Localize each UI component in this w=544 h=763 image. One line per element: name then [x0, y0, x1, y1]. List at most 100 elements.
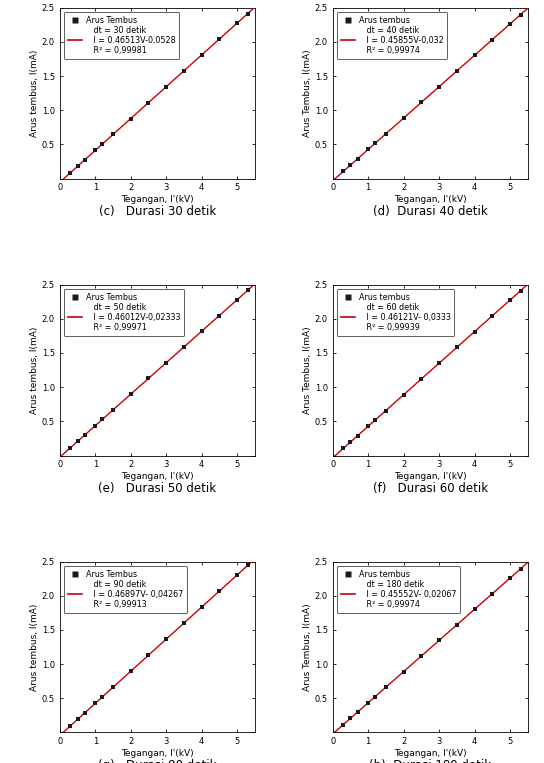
Text: (c)   Durasi 30 detik: (c) Durasi 30 detik: [98, 205, 216, 218]
Y-axis label: Arus Tembus, I(mA): Arus Tembus, I(mA): [303, 604, 312, 691]
Point: [399, 388, 408, 401]
Legend: Arus tembus,    dt = 60 detik,    I = 0.46121V- 0,0333,    R² = 0,99939: Arus tembus, dt = 60 detik, I = 0.46121V…: [337, 288, 454, 336]
Point: [91, 144, 100, 156]
Point: [162, 633, 170, 645]
Point: [66, 166, 75, 179]
Point: [162, 81, 170, 93]
Point: [364, 143, 373, 156]
Point: [470, 604, 479, 616]
Point: [81, 154, 89, 166]
Point: [353, 706, 362, 718]
Point: [81, 707, 89, 719]
Point: [243, 8, 252, 20]
Point: [371, 137, 380, 150]
Y-axis label: Arus tembus, I(mA): Arus tembus, I(mA): [30, 604, 39, 691]
Point: [197, 601, 206, 613]
Text: (h)  Durasi 180 detik: (h) Durasi 180 detik: [369, 759, 491, 763]
Point: [233, 569, 242, 581]
Point: [91, 420, 100, 432]
Text: (f)   Durasi 60 detik: (f) Durasi 60 detik: [373, 482, 488, 495]
Point: [516, 562, 525, 575]
Point: [488, 588, 497, 600]
Point: [346, 712, 355, 724]
Point: [243, 285, 252, 297]
Point: [453, 619, 461, 631]
X-axis label: Tegangan, I'(kV): Tegangan, I'(kV): [394, 472, 467, 481]
Point: [233, 17, 242, 29]
Point: [453, 341, 461, 353]
Point: [435, 81, 443, 93]
Y-axis label: Arus tembus, I(mA): Arus tembus, I(mA): [30, 50, 39, 137]
Point: [371, 691, 380, 703]
X-axis label: Tegangan, I'(kV): Tegangan, I'(kV): [121, 749, 194, 758]
Point: [339, 719, 348, 731]
Point: [417, 650, 426, 662]
Point: [505, 294, 514, 306]
Point: [98, 138, 107, 150]
Point: [126, 112, 135, 124]
Point: [109, 681, 118, 694]
Y-axis label: Arus Tembus, I(mA): Arus Tembus, I(mA): [303, 50, 312, 137]
Point: [98, 691, 107, 703]
Point: [197, 325, 206, 337]
Point: [81, 429, 89, 441]
Point: [470, 326, 479, 338]
Legend: Arus Tembus,    dt = 50 detik,    I = 0.46012V-0,02333,    R² = 0,99971: Arus Tembus, dt = 50 detik, I = 0.46012V…: [64, 288, 184, 336]
Point: [417, 373, 426, 385]
X-axis label: Tegangan, I'(kV): Tegangan, I'(kV): [394, 749, 467, 758]
Point: [73, 713, 82, 726]
Point: [435, 634, 443, 646]
Legend: Arus Tembus,    dt = 30 detik,    I = 0.46513V-0,0528,    R² = 0,99981: Arus Tembus, dt = 30 detik, I = 0.46513V…: [64, 11, 180, 60]
Point: [91, 697, 100, 710]
Point: [381, 681, 390, 694]
Point: [488, 310, 497, 322]
Point: [215, 33, 224, 45]
X-axis label: Tegangan, I'(kV): Tegangan, I'(kV): [394, 195, 467, 204]
Point: [516, 8, 525, 21]
Point: [371, 414, 380, 426]
Point: [399, 665, 408, 678]
Point: [364, 420, 373, 433]
Point: [73, 436, 82, 448]
Point: [66, 442, 75, 454]
Point: [470, 50, 479, 62]
Point: [417, 96, 426, 108]
Point: [215, 310, 224, 322]
Point: [505, 18, 514, 30]
Legend: Arus Tembus,    dt = 90 detik,    I = 0.46897V- 0,04267,    R² = 0,99913: Arus Tembus, dt = 90 detik, I = 0.46897V…: [64, 565, 187, 613]
Point: [98, 414, 107, 426]
Point: [197, 49, 206, 61]
Point: [346, 159, 355, 171]
Text: (e)   Durasi 50 detik: (e) Durasi 50 detik: [98, 482, 217, 495]
Point: [516, 285, 525, 297]
Point: [126, 388, 135, 401]
Point: [144, 97, 153, 109]
Text: (d)  Durasi 40 detik: (d) Durasi 40 detik: [373, 205, 487, 218]
Point: [73, 160, 82, 172]
Point: [215, 585, 224, 597]
Point: [126, 665, 135, 678]
Point: [180, 617, 188, 629]
Point: [381, 404, 390, 417]
Point: [453, 65, 461, 77]
Y-axis label: Arus Tembus, I(mA): Arus Tembus, I(mA): [303, 327, 312, 414]
Point: [339, 443, 348, 455]
Point: [180, 65, 188, 77]
Point: [162, 356, 170, 369]
Point: [353, 430, 362, 442]
Point: [346, 436, 355, 448]
Point: [109, 128, 118, 140]
Point: [505, 572, 514, 584]
Point: [399, 112, 408, 124]
Point: [353, 153, 362, 165]
Point: [381, 127, 390, 140]
Legend: Arus tembus,    dt = 180 detik,    I = 0.45552V- 0,02067,    R² = 0,99974: Arus tembus, dt = 180 detik, I = 0.45552…: [337, 565, 460, 613]
Y-axis label: Arus tembus, I(mA): Arus tembus, I(mA): [30, 327, 39, 414]
Point: [180, 341, 188, 353]
Legend: Arus tembus,    dt = 40 detik,    I = 0.45855V-0,032,    R² = 0,99974: Arus tembus, dt = 40 detik, I = 0.45855V…: [337, 11, 447, 60]
X-axis label: Tegangan, I'(kV): Tegangan, I'(kV): [121, 195, 194, 204]
Point: [109, 404, 118, 416]
Text: (g)   Durasi 90 detik: (g) Durasi 90 detik: [98, 759, 217, 763]
X-axis label: Tegangan, I'(kV): Tegangan, I'(kV): [121, 472, 194, 481]
Point: [144, 372, 153, 385]
